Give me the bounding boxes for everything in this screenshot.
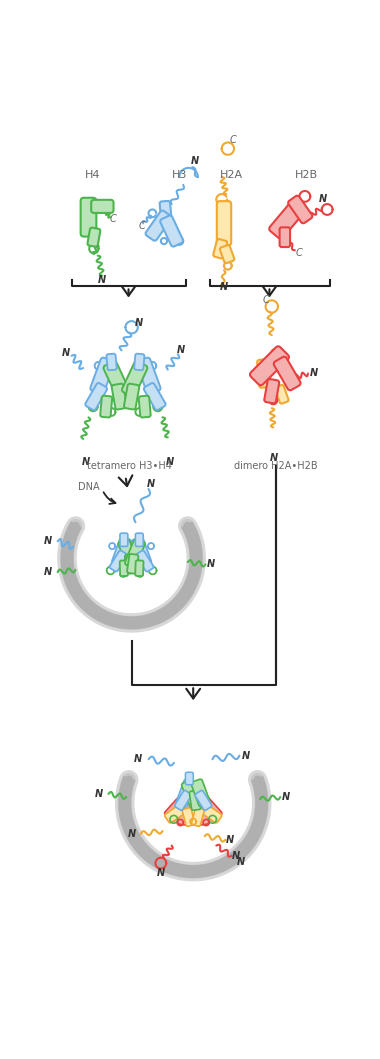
FancyBboxPatch shape — [195, 790, 212, 810]
FancyBboxPatch shape — [160, 215, 183, 247]
FancyBboxPatch shape — [182, 808, 195, 826]
Text: DNA: DNA — [78, 483, 99, 492]
FancyBboxPatch shape — [132, 537, 151, 567]
Text: N: N — [177, 345, 185, 356]
Text: N: N — [282, 792, 290, 802]
FancyBboxPatch shape — [90, 358, 114, 394]
Text: N: N — [319, 194, 328, 203]
FancyBboxPatch shape — [250, 346, 289, 385]
FancyBboxPatch shape — [136, 358, 161, 394]
Text: N: N — [134, 754, 142, 765]
Text: N: N — [207, 559, 215, 570]
FancyBboxPatch shape — [122, 361, 147, 396]
FancyBboxPatch shape — [269, 200, 305, 238]
FancyBboxPatch shape — [106, 354, 117, 371]
Text: N: N — [98, 274, 106, 285]
FancyBboxPatch shape — [124, 383, 139, 410]
Text: H2B: H2B — [295, 169, 318, 180]
FancyBboxPatch shape — [176, 779, 195, 807]
FancyBboxPatch shape — [125, 539, 145, 568]
FancyBboxPatch shape — [192, 808, 204, 826]
FancyBboxPatch shape — [100, 396, 112, 417]
Text: C: C — [110, 215, 117, 225]
FancyBboxPatch shape — [288, 196, 312, 223]
FancyBboxPatch shape — [264, 379, 279, 403]
FancyBboxPatch shape — [160, 201, 171, 219]
Text: N: N — [95, 789, 103, 798]
FancyBboxPatch shape — [136, 551, 154, 572]
Text: H4: H4 — [85, 169, 100, 180]
FancyBboxPatch shape — [257, 359, 271, 388]
FancyBboxPatch shape — [182, 780, 201, 808]
FancyBboxPatch shape — [177, 800, 192, 825]
FancyBboxPatch shape — [185, 772, 193, 785]
FancyBboxPatch shape — [120, 560, 128, 576]
Text: N: N — [310, 369, 318, 378]
Text: N: N — [226, 834, 234, 845]
FancyBboxPatch shape — [144, 383, 166, 410]
FancyBboxPatch shape — [127, 554, 138, 574]
FancyBboxPatch shape — [139, 396, 150, 417]
FancyBboxPatch shape — [120, 533, 128, 546]
Text: N: N — [220, 283, 228, 292]
Text: N: N — [242, 751, 250, 760]
FancyBboxPatch shape — [81, 198, 97, 236]
Text: C: C — [230, 136, 237, 145]
FancyBboxPatch shape — [135, 533, 143, 546]
FancyBboxPatch shape — [134, 354, 144, 371]
Text: C: C — [263, 295, 270, 305]
FancyBboxPatch shape — [280, 228, 290, 247]
FancyBboxPatch shape — [213, 239, 227, 258]
FancyBboxPatch shape — [103, 361, 129, 396]
FancyBboxPatch shape — [189, 790, 201, 810]
Text: N: N — [157, 867, 165, 878]
Text: N: N — [147, 479, 155, 488]
FancyBboxPatch shape — [135, 560, 144, 576]
Text: N: N — [44, 568, 52, 577]
FancyBboxPatch shape — [200, 804, 222, 823]
FancyBboxPatch shape — [191, 779, 210, 807]
Text: H2A: H2A — [220, 169, 243, 180]
FancyBboxPatch shape — [91, 200, 114, 213]
Text: dimero H2A•H2B: dimero H2A•H2B — [234, 461, 317, 471]
FancyBboxPatch shape — [112, 537, 131, 567]
FancyBboxPatch shape — [85, 383, 107, 410]
Text: N: N — [166, 457, 174, 467]
FancyBboxPatch shape — [220, 245, 234, 264]
Text: N: N — [191, 156, 199, 166]
Text: C: C — [138, 220, 145, 231]
Text: C: C — [295, 248, 302, 257]
Text: N: N — [232, 850, 241, 861]
FancyBboxPatch shape — [194, 792, 222, 822]
Text: N: N — [270, 453, 278, 463]
Text: N: N — [135, 319, 143, 328]
FancyBboxPatch shape — [109, 551, 127, 572]
FancyBboxPatch shape — [165, 792, 192, 822]
FancyBboxPatch shape — [146, 211, 172, 240]
Text: N: N — [61, 347, 70, 358]
FancyBboxPatch shape — [194, 800, 209, 825]
FancyBboxPatch shape — [266, 349, 282, 372]
Text: N: N — [127, 829, 135, 839]
FancyBboxPatch shape — [118, 539, 138, 568]
FancyBboxPatch shape — [112, 383, 127, 410]
FancyBboxPatch shape — [217, 201, 231, 246]
FancyBboxPatch shape — [125, 554, 136, 574]
FancyBboxPatch shape — [275, 384, 288, 403]
Text: N: N — [43, 536, 52, 546]
FancyBboxPatch shape — [175, 790, 192, 810]
Text: H3: H3 — [172, 169, 187, 180]
Text: N: N — [237, 857, 245, 866]
Text: N: N — [81, 457, 89, 467]
FancyBboxPatch shape — [274, 357, 301, 391]
FancyBboxPatch shape — [165, 804, 187, 823]
FancyBboxPatch shape — [87, 228, 100, 247]
Text: tetramero H3•H4: tetramero H3•H4 — [87, 461, 172, 471]
